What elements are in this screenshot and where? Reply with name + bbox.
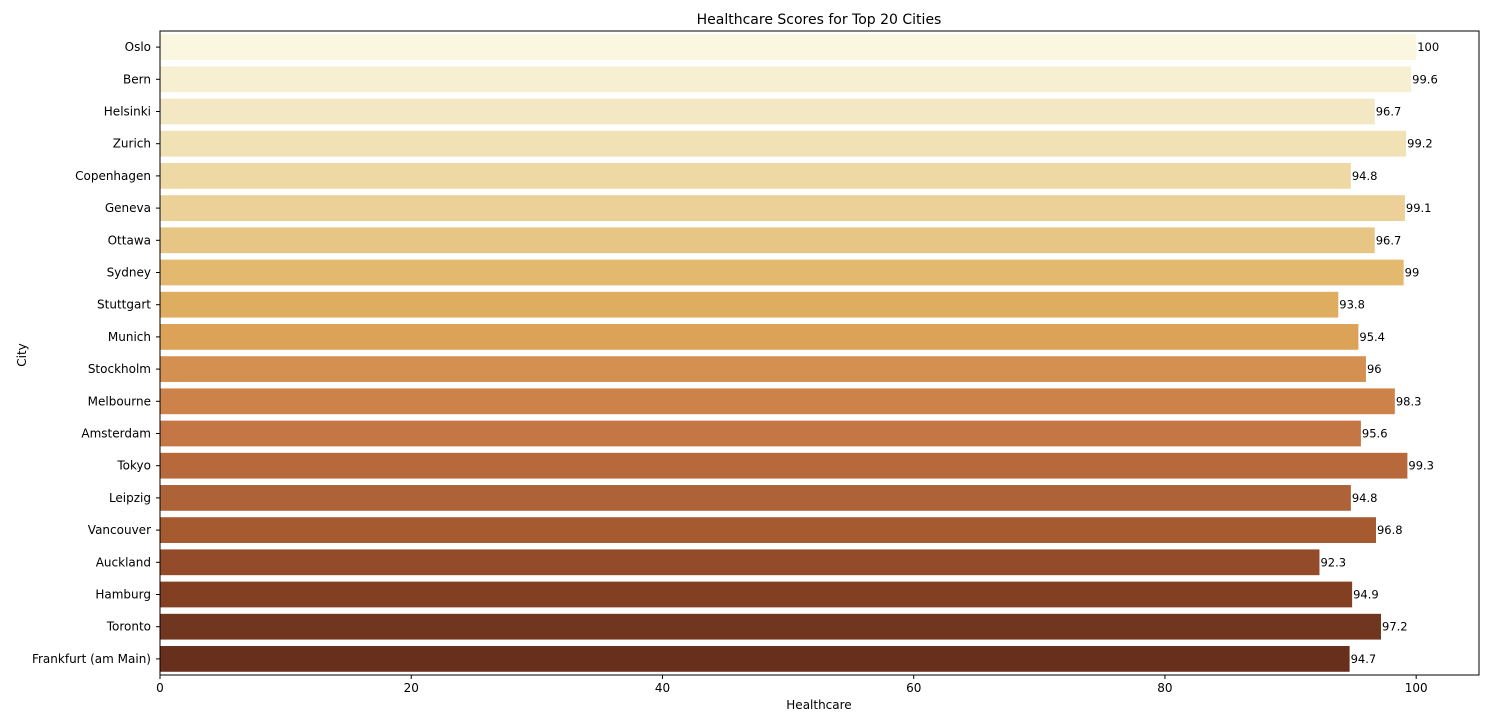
y-tick-label: Sydney	[107, 266, 151, 280]
chart-title: Healthcare Scores for Top 20 Cities	[697, 12, 942, 28]
y-tick-label: Frankfurt (am Main)	[32, 652, 151, 666]
data-label: 99.1	[1406, 201, 1432, 215]
y-tick-label: Toronto	[106, 620, 151, 634]
data-label: 92.3	[1320, 555, 1346, 569]
bars-group	[160, 34, 1417, 672]
data-label: 94.7	[1351, 652, 1377, 666]
data-label: 97.2	[1382, 620, 1408, 634]
bar	[160, 452, 1408, 479]
y-axis-title: City	[15, 343, 29, 367]
y-tick-label: Tokyo	[116, 459, 151, 473]
x-tick-label: 80	[1157, 681, 1172, 695]
y-tick-label: Munich	[108, 330, 151, 344]
bar	[160, 356, 1366, 382]
bar	[160, 163, 1351, 189]
data-label: 99.2	[1407, 137, 1433, 151]
data-label: 93.8	[1339, 298, 1365, 312]
bar	[160, 420, 1361, 447]
data-label: 100	[1417, 40, 1439, 54]
y-tick-label: Auckland	[96, 555, 151, 569]
y-tick-label: Hamburg	[95, 588, 151, 602]
bar	[160, 259, 1404, 286]
data-labels: 100 99.6 96.7 99.2 94.8 99.1 96.7 99 93.8 95.4 96 9…	[1320, 40, 1439, 666]
x-tick-label: 100	[1405, 681, 1428, 695]
data-label: 96.8	[1377, 523, 1403, 537]
y-tick-label: Zurich	[113, 137, 151, 151]
y-tick-labels: Oslo Bern Helsinki Zurich Copenhagen Geneva Ot…	[32, 40, 160, 666]
bar	[160, 324, 1359, 350]
bar	[160, 291, 1339, 318]
y-tick-label: Ottawa	[108, 233, 151, 247]
y-tick-label: Stuttgart	[97, 298, 151, 312]
bar	[160, 388, 1395, 415]
data-label: 95.6	[1362, 427, 1388, 441]
x-tick-label: 20	[404, 681, 419, 695]
bar	[160, 549, 1320, 576]
y-tick-label: Vancouver	[88, 523, 151, 537]
y-tick-label: Leipzig	[109, 491, 151, 505]
x-axis-title: Healthcare	[786, 698, 851, 712]
bar	[160, 613, 1382, 640]
y-tick-label: Copenhagen	[75, 169, 151, 183]
data-label: 96	[1367, 362, 1382, 376]
data-label: 96.7	[1376, 233, 1402, 247]
y-tick-label: Geneva	[105, 201, 151, 215]
x-ticks: 0 20 40 60 80 100	[156, 675, 1428, 695]
bar	[160, 485, 1351, 511]
data-label: 99.3	[1408, 459, 1434, 473]
data-label: 96.7	[1376, 105, 1402, 119]
x-tick-label: 0	[156, 681, 164, 695]
data-label: 95.4	[1359, 330, 1385, 344]
bar	[160, 646, 1350, 672]
data-label: 94.9	[1353, 588, 1379, 602]
bar	[160, 66, 1412, 93]
bar	[160, 517, 1376, 543]
y-tick-label: Bern	[123, 72, 151, 86]
bar	[160, 34, 1417, 60]
bar	[160, 581, 1353, 608]
data-label: 99.6	[1412, 72, 1438, 86]
y-tick-label: Oslo	[125, 40, 151, 54]
y-tick-label: Melbourne	[88, 394, 151, 408]
y-tick-label: Helsinki	[104, 105, 151, 119]
y-tick-label: Stockholm	[88, 362, 151, 376]
bar	[160, 98, 1375, 125]
bar	[160, 195, 1405, 221]
x-tick-label: 40	[655, 681, 670, 695]
plot-frame	[159, 30, 1480, 676]
data-label: 94.8	[1352, 491, 1378, 505]
x-tick-label: 60	[906, 681, 921, 695]
y-tick-label: Amsterdam	[81, 427, 151, 441]
data-label: 98.3	[1396, 394, 1422, 408]
bar	[160, 130, 1407, 157]
data-label: 94.8	[1352, 169, 1378, 183]
data-label: 99	[1405, 266, 1420, 280]
bar	[160, 227, 1375, 254]
